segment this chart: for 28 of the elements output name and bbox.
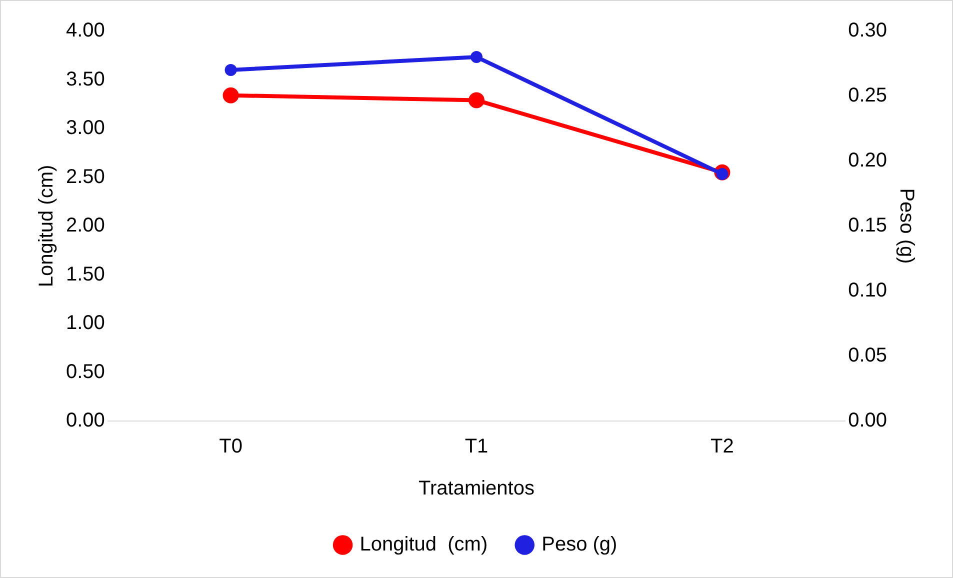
y-tick-label: 3.50 — [66, 68, 105, 90]
y2-tick-label: 0.25 — [848, 84, 888, 107]
y-tick-label: 2.00 — [66, 214, 105, 237]
legend-label: Longitud (cm) — [360, 534, 488, 556]
point — [470, 51, 482, 63]
legend-label: Peso (g) — [542, 534, 618, 556]
y-tick-label: 1.00 — [66, 312, 105, 334]
y-tick-label: 0.50 — [66, 360, 105, 383]
y2-tick-label: 0.00 — [848, 410, 888, 432]
x-tick-label: T2 — [710, 436, 734, 458]
point — [224, 64, 237, 76]
y-tick-label: 4.00 — [66, 20, 105, 42]
x-tick-label: T1 — [464, 436, 488, 458]
y2-tick-label: 0.10 — [848, 280, 888, 302]
y-tick-label: 1.50 — [66, 263, 105, 286]
point — [222, 87, 239, 104]
y-axis-title: Longitud (cm) — [36, 164, 58, 288]
point — [468, 92, 484, 108]
y-tick-label: 2.50 — [66, 166, 105, 188]
y2-tick-label: 0.20 — [848, 150, 888, 172]
x-tick-label: T0 — [219, 436, 242, 458]
y2-tick-label: 0.05 — [848, 344, 888, 367]
y2-tick-label: 0.15 — [848, 214, 888, 237]
y-tick-label: 3.00 — [66, 117, 105, 140]
y-tick-label: 0.00 — [66, 410, 105, 432]
y2-axis-title: Peso (g) — [895, 188, 918, 264]
x-axis-title: Tratamientos — [418, 478, 534, 500]
y2-tick-label: 0.30 — [848, 20, 888, 42]
